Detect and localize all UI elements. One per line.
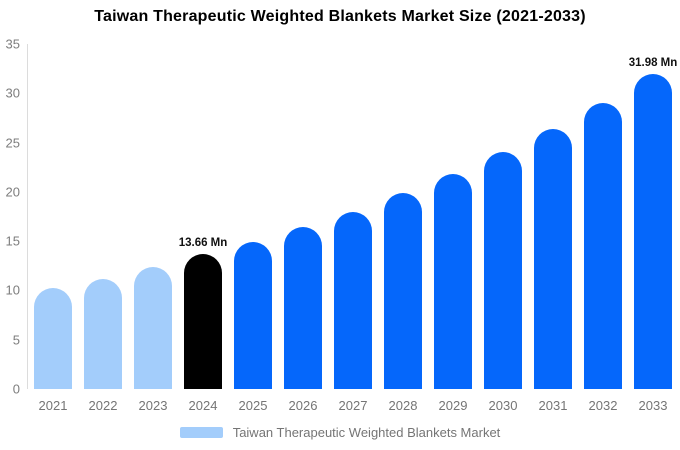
x-tick-label: 2029 (438, 398, 468, 413)
y-tick-label: 10 (5, 282, 20, 298)
y-tick-label: 5 (12, 332, 20, 348)
bar-2024 (184, 254, 222, 389)
y-tick-label: 15 (5, 233, 20, 249)
bar-2032 (584, 103, 622, 389)
bar-2030 (484, 152, 522, 389)
bar-slot: 2021 (28, 44, 78, 413)
y-tick-label: 25 (5, 135, 20, 151)
x-tick-label: 2030 (488, 398, 518, 413)
bar-2023 (134, 267, 172, 389)
plot-area: 2021 2022 2023 13.66 Mn 2024 2025 2026 2027 2028… (27, 44, 678, 413)
bar-slot: 2026 (278, 44, 328, 413)
bar-slot: 2032 (578, 44, 628, 413)
bar-slot: 2022 (78, 44, 128, 413)
y-tick-label: 35 (5, 36, 20, 52)
bar-value-label: 13.66 Mn (178, 237, 228, 250)
x-tick-label: 2026 (288, 398, 318, 413)
bar-slot: 2027 (328, 44, 378, 413)
bar-slot: 13.66 Mn 2024 (178, 44, 228, 413)
bar-slot: 2028 (378, 44, 428, 413)
bar-slot: 31.98 Mn 2033 (628, 44, 678, 413)
bar-slot: 2030 (478, 44, 528, 413)
x-tick-label: 2022 (88, 398, 118, 413)
y-tick-label: 0 (12, 381, 20, 397)
bar-slot: 2029 (428, 44, 478, 413)
bar-2028 (384, 193, 422, 389)
y-axis: 0 5 10 15 20 25 30 35 (0, 37, 20, 397)
bar-2029 (434, 174, 472, 389)
legend-label: Taiwan Therapeutic Weighted Blankets Mar… (232, 425, 501, 440)
bar-slot: 2031 (528, 44, 578, 413)
y-tick-label: 20 (5, 184, 20, 200)
legend: Taiwan Therapeutic Weighted Blankets Mar… (0, 425, 680, 440)
bar-slot: 2025 (228, 44, 278, 413)
bar-2025 (234, 242, 272, 389)
x-tick-label: 2028 (388, 398, 418, 413)
chart-title: Taiwan Therapeutic Weighted Blankets Mar… (94, 8, 586, 25)
x-tick-label: 2021 (38, 398, 68, 413)
bar-value-label: 31.98 Mn (628, 56, 678, 69)
bar-2026 (284, 227, 322, 389)
bar-2022 (84, 278, 122, 389)
x-tick-label: 2027 (338, 398, 368, 413)
bar-2027 (334, 212, 372, 389)
bar-slot: 2023 (128, 44, 178, 413)
x-tick-label: 2031 (538, 398, 568, 413)
legend-swatch (179, 427, 223, 438)
bar-2031 (534, 128, 572, 389)
x-tick-label: 2033 (638, 398, 668, 413)
x-tick-label: 2024 (188, 398, 218, 413)
y-tick-label: 30 (5, 85, 20, 101)
x-tick-label: 2032 (588, 398, 618, 413)
x-tick-label: 2025 (238, 398, 268, 413)
bar-2021 (34, 288, 72, 389)
x-tick-label: 2023 (138, 398, 168, 413)
bar-2033 (634, 73, 672, 389)
